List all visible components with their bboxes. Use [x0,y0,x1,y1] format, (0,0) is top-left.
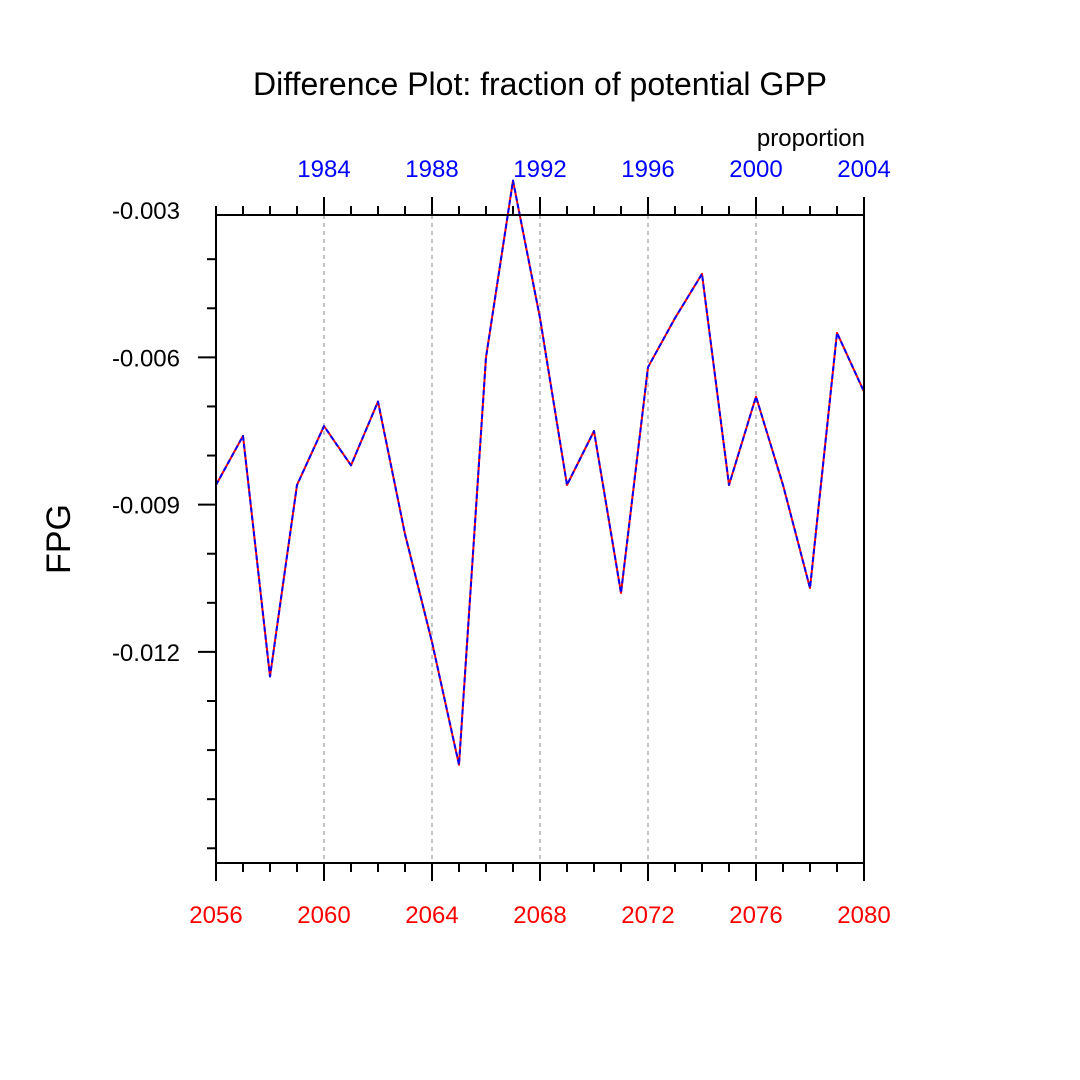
chart-title: Difference Plot: fraction of potential G… [253,66,827,102]
axis-ticks [198,197,865,881]
axis-tick-labels: 2056 2060 2064 2068 2072 2076 2080 1984 1988 1992… [112,156,891,929]
x-bottom-tick-label: 2068 [513,902,566,929]
series-line-1 [215,179,865,766]
x-bottom-tick-label: 2056 [189,902,242,929]
y-tick-label: -0.009 [112,493,180,520]
x-bottom-tick-label: 2080 [837,902,890,929]
x-bottom-tick-label: 2072 [621,902,674,929]
x-top-tick-label: 1988 [405,156,458,183]
x-top-tick-label: 2004 [837,156,890,183]
y-axis-label: FPG [40,504,78,574]
x-bottom-tick-label: 2064 [405,902,458,929]
units-label: proportion [757,125,865,152]
y-tick-label: -0.003 [112,198,180,225]
x-bottom-tick-label: 2076 [729,902,782,929]
series-lines [215,179,865,766]
grid-lines [323,215,757,863]
x-top-tick-label: 1992 [513,156,566,183]
x-top-tick-label: 1984 [297,156,350,183]
x-bottom-tick-label: 2060 [297,902,350,929]
x-top-tick-label: 2000 [729,156,782,183]
y-tick-label: -0.012 [112,640,180,667]
x-top-tick-label: 1996 [621,156,674,183]
y-tick-label: -0.006 [112,345,180,372]
